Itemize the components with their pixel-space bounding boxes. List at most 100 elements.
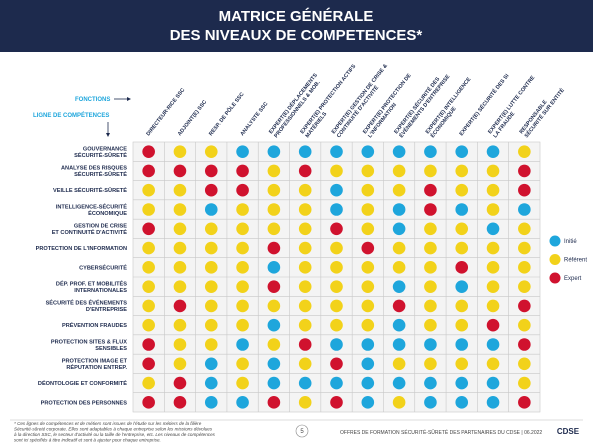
row-header: SÉCURITÉ-SÛRETÉ [74,170,127,178]
columns-label: FONCTIONS [75,97,110,103]
level-dot [204,222,218,236]
legend-dot [549,272,561,284]
level-dot [455,183,469,197]
footnote: Sécurité-sûreté corporate. Elles sont ad… [14,427,213,432]
level-dot [455,357,469,371]
level-dot [142,376,155,390]
level-dot [392,357,406,371]
level-dot [361,376,375,390]
footnote: à la direction SSC, le secteur d'activit… [14,432,216,437]
level-dot [204,241,218,255]
level-dot [518,261,531,274]
level-dot [392,318,406,332]
level-dot [204,164,218,178]
level-dot [142,203,155,216]
level-dot [424,241,437,255]
level-dot [392,241,406,255]
column-header: ADJOINT(E) SSC [177,99,209,137]
page-number: 5 [300,429,304,435]
legend-dot [549,235,561,247]
level-dot [236,145,249,158]
level-dot [204,376,218,390]
level-dot [486,164,500,178]
level-dot [173,338,187,351]
level-dot [361,396,375,409]
level-dot [267,241,281,255]
level-dot [267,318,281,332]
legend-label: Expert [564,276,582,282]
level-dot [236,318,249,332]
level-dot [204,357,218,371]
level-dot [486,299,500,313]
level-dot [204,396,218,409]
level-dot [518,222,531,236]
level-dot [455,376,469,390]
level-dot [518,164,531,178]
level-dot [298,203,312,216]
level-dot [424,357,437,371]
level-dot [236,183,249,197]
level-dot [330,357,343,371]
level-dot [330,318,343,332]
level-dot [204,203,218,216]
level-dot [173,280,187,293]
level-dot [361,280,375,293]
level-dot [204,318,218,332]
level-dot [330,164,343,178]
level-dot [330,376,343,390]
legend-dot [549,254,561,265]
level-dot [424,396,437,409]
level-dot [173,203,187,216]
level-dot [267,299,281,313]
row-header: INTELLIGENCE-SÉCURITÉ [56,202,127,210]
level-dot [204,183,218,197]
level-dot [236,357,249,371]
level-dot [173,357,187,371]
level-dot [298,396,312,409]
level-dot [455,145,469,158]
level-dot [455,164,469,178]
row-header: PROTECTION DES PERSONNES [41,400,128,406]
level-dot [455,396,469,409]
level-dot [204,338,218,351]
level-dot [486,376,500,390]
level-dot [142,183,155,197]
level-dot [486,357,500,371]
level-dot [267,222,281,236]
level-dot [424,222,437,236]
level-dot [392,145,406,158]
level-dot [424,164,437,178]
level-dot [455,338,469,351]
level-dot [392,222,406,236]
level-dot [298,222,312,236]
level-dot [518,376,531,390]
row-header: VEILLE SÉCURITÉ-SÛRETÉ [53,186,127,194]
level-dot [424,299,437,313]
level-dot [424,318,437,332]
level-dot [330,183,343,197]
level-dot [518,318,531,332]
level-dot [298,338,312,351]
level-dot [142,318,155,332]
level-dot [361,203,375,216]
level-dot [173,396,187,409]
row-header: CYBERSÉCURITÉ [79,263,127,271]
level-dot [298,145,312,158]
level-dot [424,145,437,158]
level-dot [267,261,281,274]
level-dot [518,338,531,351]
arrow-head [127,97,131,101]
level-dot [204,280,218,293]
level-dot [330,241,343,255]
row-header: ANALYSE DES RISQUES [61,166,127,172]
level-dot [236,338,249,351]
level-dot [267,183,281,197]
logo: CDSE [557,427,580,436]
level-dot [518,280,531,293]
level-dot [361,338,375,351]
level-dot [392,280,406,293]
page-circle [295,424,309,438]
level-dot [455,241,469,255]
level-dot [236,280,249,293]
